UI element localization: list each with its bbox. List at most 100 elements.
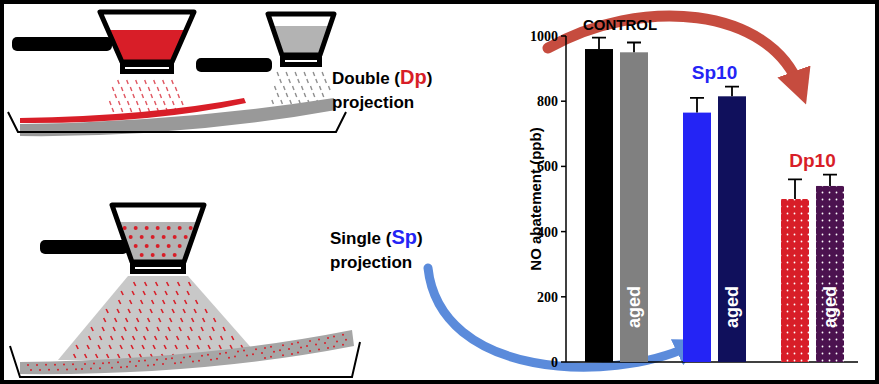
spray-drop	[163, 80, 165, 84]
spray-drop	[153, 345, 155, 349]
spray-drop	[177, 336, 179, 340]
error-bar	[788, 179, 802, 199]
spray-drop	[210, 336, 212, 340]
spray-drop	[121, 87, 123, 91]
particle	[270, 356, 272, 358]
particle	[252, 353, 254, 355]
y-axis	[565, 36, 567, 362]
spray-drop	[194, 309, 196, 313]
spray-drop	[164, 101, 166, 105]
spray-drop	[118, 80, 120, 84]
particle	[134, 244, 138, 248]
spray-drop	[302, 86, 304, 90]
particle	[282, 344, 284, 346]
spray-drop	[185, 300, 187, 304]
spray-drop	[175, 345, 177, 349]
particle	[102, 362, 104, 364]
spray-drop	[117, 309, 119, 313]
spray-drop	[150, 309, 152, 313]
particle	[297, 352, 299, 354]
particle	[270, 346, 272, 348]
funnel	[268, 14, 334, 55]
spray-drop	[163, 300, 165, 304]
bar-chart: 02004006008001000NO abatement (ppb)agedC…	[527, 16, 858, 370]
error-bar	[627, 43, 641, 53]
spray-drop	[143, 291, 145, 295]
spray-drop	[196, 300, 198, 304]
spray-drop	[102, 327, 104, 331]
particle	[108, 362, 110, 364]
particle	[234, 356, 236, 358]
spray-drop	[313, 93, 315, 97]
spray-drop	[128, 309, 130, 313]
spray-drop	[146, 327, 148, 331]
particle	[99, 367, 101, 369]
particle	[30, 369, 32, 371]
coating-layer	[20, 330, 354, 374]
particle	[207, 354, 209, 356]
spray-drop	[322, 72, 324, 76]
spray-drop	[173, 101, 175, 105]
y-tick-label: 1000	[530, 29, 558, 44]
spray-drop	[286, 93, 288, 97]
particle	[219, 353, 221, 355]
spray-drop	[148, 87, 150, 91]
particle	[120, 366, 122, 368]
y-tick-label: 200	[537, 290, 558, 305]
particle	[342, 334, 344, 336]
spray-drop	[121, 108, 123, 112]
particle	[156, 244, 160, 248]
spray-drop	[182, 101, 184, 105]
bar	[781, 199, 809, 362]
spray-drop	[89, 336, 91, 340]
particle	[147, 364, 149, 366]
spray-drop	[281, 100, 283, 104]
particle	[174, 362, 176, 364]
particle	[184, 235, 188, 239]
spray-drop	[322, 93, 324, 97]
spray-drop	[128, 101, 130, 105]
spray-drop	[277, 93, 279, 97]
spray-drop	[91, 327, 93, 331]
spray-drop	[304, 93, 306, 97]
spray-drop	[304, 72, 306, 76]
y-tick	[561, 35, 566, 37]
spray-drop	[166, 336, 168, 340]
particle	[153, 364, 155, 366]
spray-drop	[139, 309, 141, 313]
spray-drop	[139, 87, 141, 91]
frame	[2, 2, 877, 382]
spray-drop	[286, 72, 288, 76]
spray-drop	[146, 101, 148, 105]
spray-drop	[124, 327, 126, 331]
spray-drop	[190, 327, 192, 331]
particle	[291, 343, 293, 345]
spray-drop	[205, 309, 207, 313]
particle	[255, 348, 257, 350]
particle	[318, 349, 320, 351]
particle	[189, 226, 193, 230]
spray-drop	[135, 327, 137, 331]
label-part: Double (	[332, 69, 400, 88]
particle	[75, 368, 77, 370]
particle	[162, 363, 164, 365]
particle	[48, 369, 50, 371]
spray-drop	[155, 336, 157, 340]
particle	[57, 369, 59, 371]
spray-drop	[277, 72, 279, 76]
particle	[261, 352, 263, 354]
funnel	[100, 12, 194, 62]
diagram-label: Double (Dp)	[332, 66, 432, 88]
spray-drop	[179, 327, 181, 331]
spray-drop	[169, 94, 171, 98]
spray-drop	[154, 291, 156, 295]
spray-drop	[141, 300, 143, 304]
spray-drop	[175, 87, 177, 91]
particle	[264, 357, 266, 359]
particle	[189, 356, 191, 358]
particle	[306, 345, 308, 347]
spray-drop	[118, 354, 120, 358]
spray-drop	[166, 87, 168, 91]
spray-drop	[130, 87, 132, 91]
spray-drop	[156, 282, 158, 286]
